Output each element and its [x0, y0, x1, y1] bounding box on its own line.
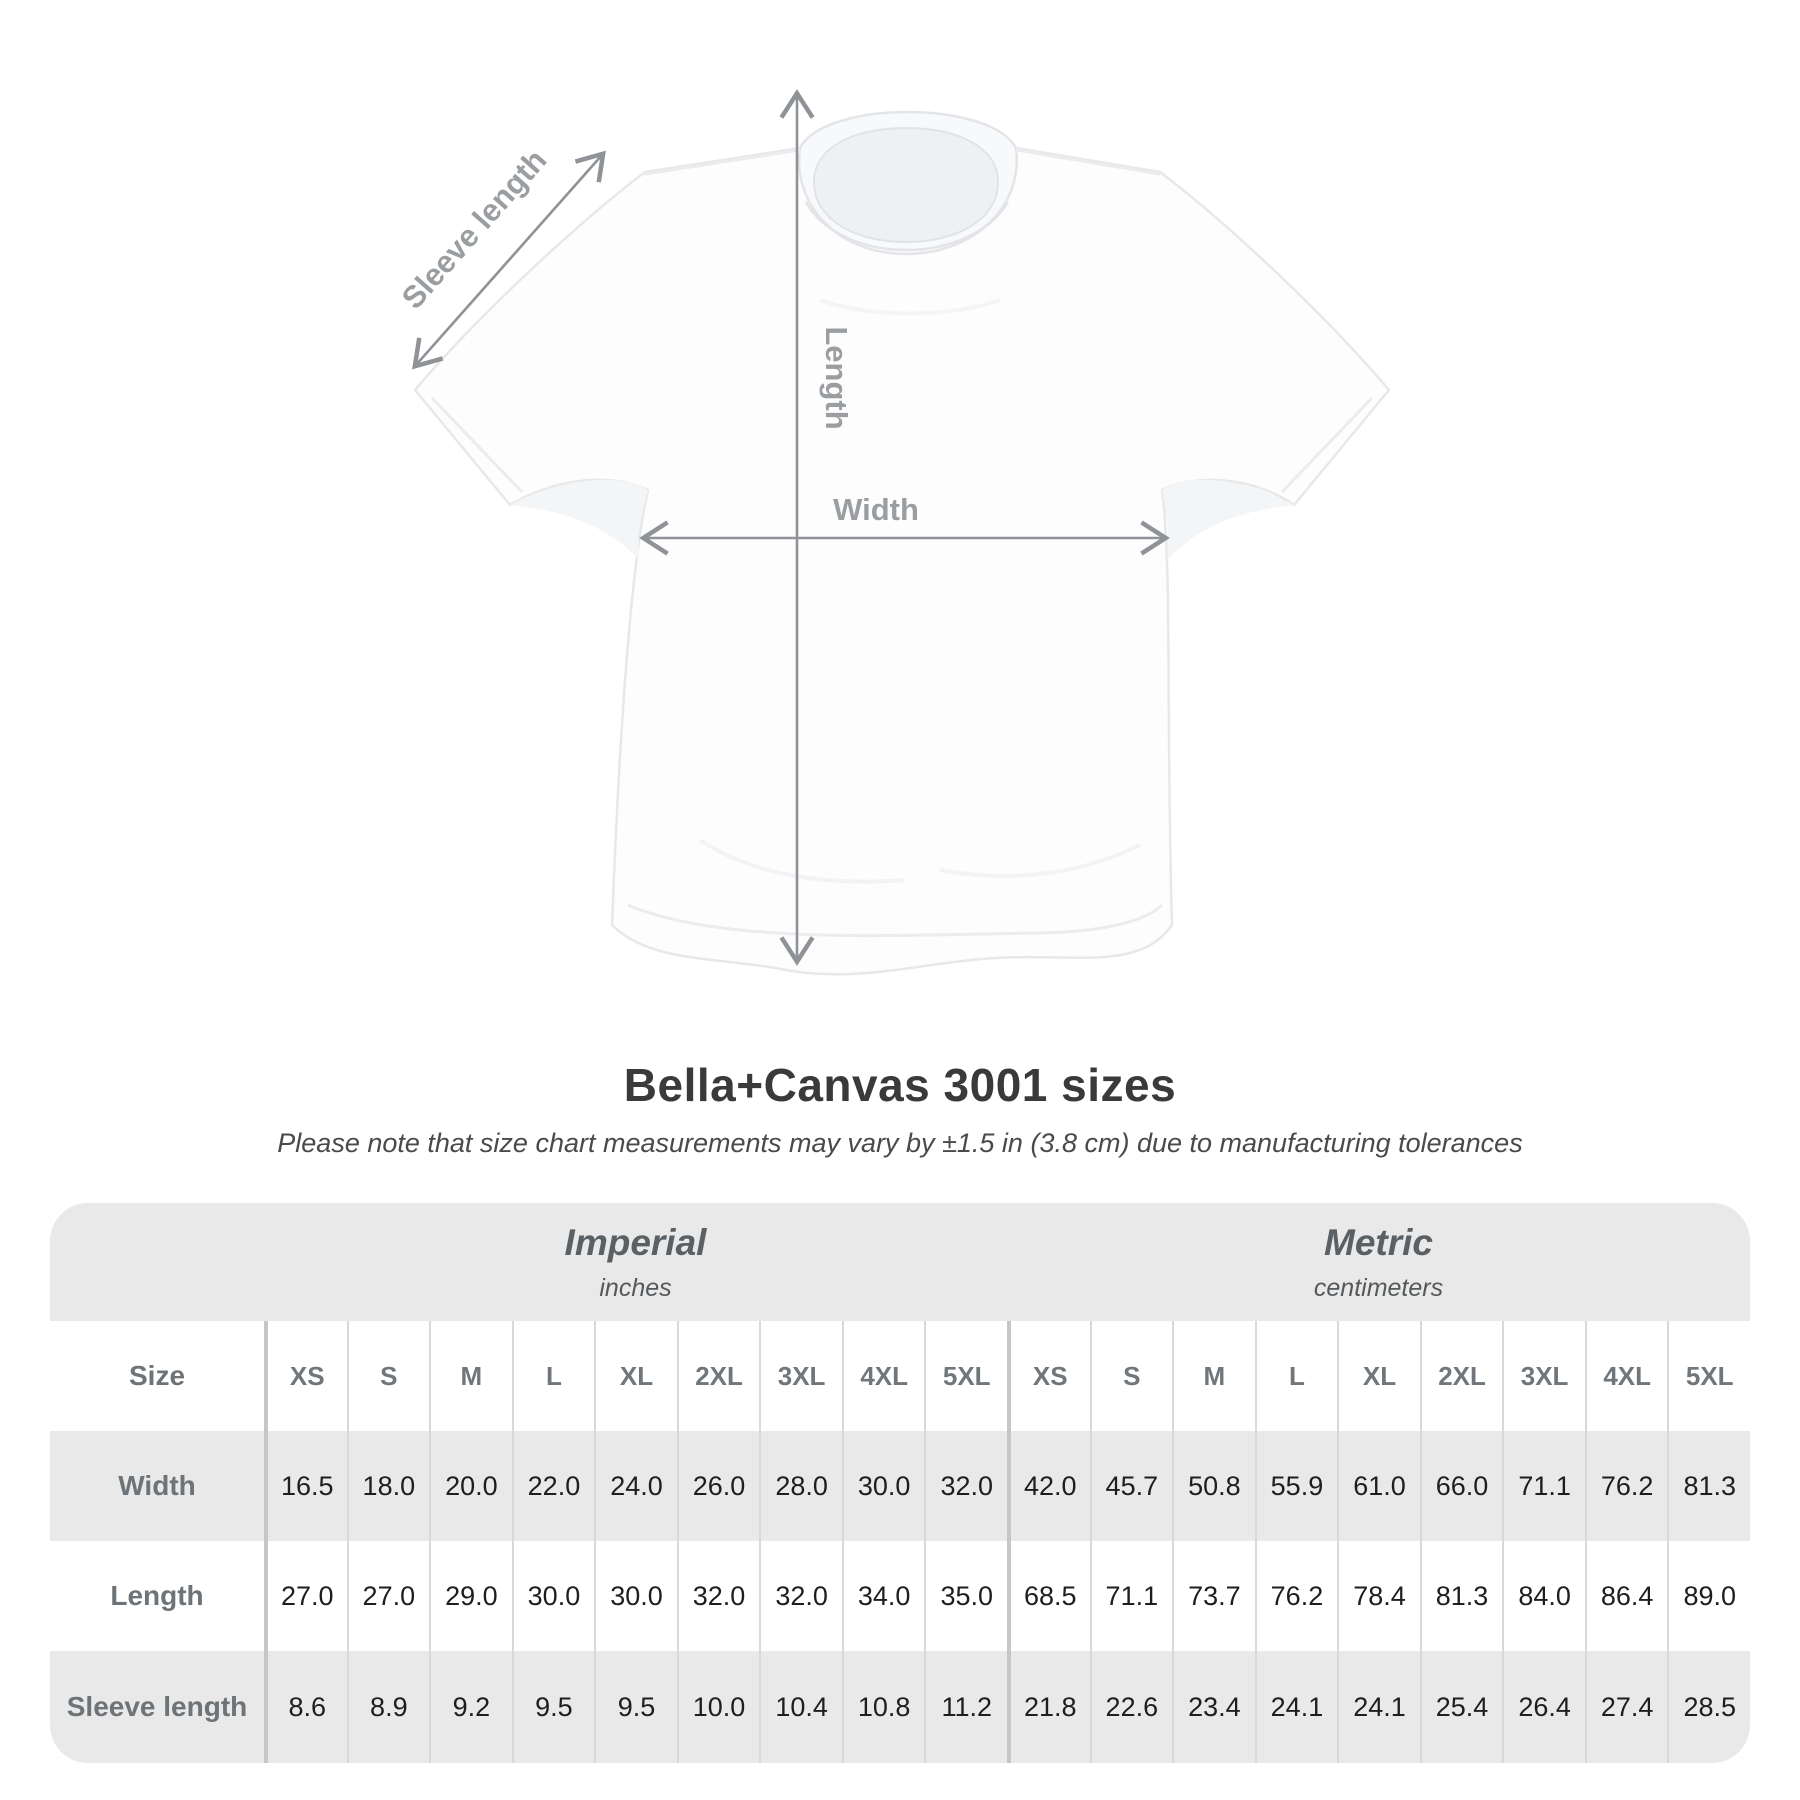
value-cell: 28.0	[759, 1431, 842, 1541]
metric-unit-label: centimeters	[1313, 1273, 1444, 1302]
tolerance-note: Please note that size chart measurements…	[277, 1128, 1523, 1158]
value-cell: 24.0	[594, 1431, 677, 1541]
value-cell: 71.1	[1502, 1431, 1585, 1541]
value-cell: 27.4	[1584, 1651, 1668, 1763]
size-col-header: S	[346, 1321, 430, 1431]
value-cell: 68.5	[1007, 1541, 1090, 1651]
size-col-header: M	[429, 1321, 512, 1431]
unit-band-corner	[50, 1203, 264, 1321]
value-cell: 27.0	[346, 1541, 430, 1651]
size-col-header: 3XL	[1502, 1321, 1585, 1431]
value-cell: 86.4	[1584, 1541, 1668, 1651]
row-label-sleeve-length: Sleeve length	[50, 1651, 264, 1763]
value-cell: 27.0	[264, 1541, 347, 1651]
value-cell: 84.0	[1502, 1541, 1585, 1651]
value-cell: 76.2	[1584, 1431, 1668, 1541]
sleeve-length-arrow	[412, 150, 606, 370]
value-cell: 89.0	[1667, 1541, 1750, 1651]
value-cell: 21.8	[1007, 1651, 1090, 1763]
imperial-unit-label: inches	[599, 1273, 672, 1302]
value-cell: 30.0	[594, 1541, 677, 1651]
value-cell: 24.1	[1254, 1651, 1338, 1763]
size-col-header: L	[511, 1321, 595, 1431]
value-cell: 9.2	[429, 1651, 512, 1763]
size-col-header: 2XL	[1419, 1321, 1503, 1431]
value-cell: 73.7	[1172, 1541, 1255, 1651]
size-row-label: Size	[50, 1321, 264, 1431]
row-label-width: Width	[50, 1431, 264, 1541]
size-col-header: M	[1172, 1321, 1255, 1431]
unit-group-metric: Metric centimeters	[1007, 1203, 1750, 1321]
value-cell: 26.4	[1502, 1651, 1585, 1763]
value-cell: 71.1	[1089, 1541, 1173, 1651]
value-cell: 10.0	[676, 1651, 760, 1763]
value-cell: 28.5	[1667, 1651, 1750, 1763]
value-cell: 66.0	[1419, 1431, 1503, 1541]
value-cell: 8.9	[346, 1651, 430, 1763]
value-cell: 8.6	[264, 1651, 347, 1763]
size-col-header: 3XL	[759, 1321, 842, 1431]
unit-group-imperial: Imperial inches	[264, 1203, 1007, 1321]
size-col-header: 2XL	[676, 1321, 760, 1431]
value-cell: 30.0	[511, 1541, 595, 1651]
width-arrow-label: Width	[833, 492, 919, 527]
value-cell: 76.2	[1254, 1541, 1338, 1651]
size-col-header: 5XL	[924, 1321, 1007, 1431]
size-table: Imperial inches Metric centimeters Size …	[50, 1203, 1750, 1763]
value-cell: 78.4	[1337, 1541, 1420, 1651]
value-cell: 16.5	[264, 1431, 347, 1541]
size-col-header: L	[1254, 1321, 1338, 1431]
size-col-header: XL	[1337, 1321, 1420, 1431]
value-cell: 32.0	[924, 1431, 1007, 1541]
value-cell: 10.8	[841, 1651, 925, 1763]
size-col-header: 4XL	[1584, 1321, 1668, 1431]
size-col-header: S	[1089, 1321, 1173, 1431]
value-cell: 32.0	[676, 1541, 760, 1651]
row-label-length: Length	[50, 1541, 264, 1651]
value-cell: 25.4	[1419, 1651, 1503, 1763]
value-cell: 81.3	[1667, 1431, 1750, 1541]
size-col-header: XL	[594, 1321, 677, 1431]
size-col-header: XS	[264, 1321, 347, 1431]
size-col-header: 5XL	[1667, 1321, 1750, 1431]
value-cell: 18.0	[346, 1431, 430, 1541]
value-cell: 10.4	[759, 1651, 842, 1763]
value-cell: 20.0	[429, 1431, 512, 1541]
value-cell: 55.9	[1254, 1431, 1338, 1541]
tshirt-illustration	[413, 110, 1391, 976]
page-title: Bella+Canvas 3001 sizes	[623, 1059, 1177, 1111]
imperial-group-label: Imperial	[564, 1221, 707, 1263]
value-cell: 23.4	[1172, 1651, 1255, 1763]
value-cell: 26.0	[676, 1431, 760, 1541]
size-col-header: XS	[1007, 1321, 1090, 1431]
metric-group-label: Metric	[1324, 1221, 1433, 1263]
value-cell: 42.0	[1007, 1431, 1090, 1541]
value-cell: 11.2	[924, 1651, 1007, 1763]
value-cell: 34.0	[841, 1541, 925, 1651]
value-cell: 9.5	[594, 1651, 677, 1763]
value-cell: 29.0	[429, 1541, 512, 1651]
value-cell: 61.0	[1337, 1431, 1420, 1541]
value-cell: 35.0	[924, 1541, 1007, 1651]
value-cell: 24.1	[1337, 1651, 1420, 1763]
value-cell: 45.7	[1089, 1431, 1173, 1541]
tshirt-measurement-diagram: Sleeve length Length Width	[395, 89, 1391, 976]
value-cell: 30.0	[841, 1431, 925, 1541]
length-arrow-label: Length	[819, 326, 854, 429]
value-cell: 50.8	[1172, 1431, 1255, 1541]
value-cell: 81.3	[1419, 1541, 1503, 1651]
value-cell: 22.6	[1089, 1651, 1173, 1763]
size-col-header: 4XL	[841, 1321, 925, 1431]
value-cell: 32.0	[759, 1541, 842, 1651]
value-cell: 9.5	[511, 1651, 595, 1763]
value-cell: 22.0	[511, 1431, 595, 1541]
